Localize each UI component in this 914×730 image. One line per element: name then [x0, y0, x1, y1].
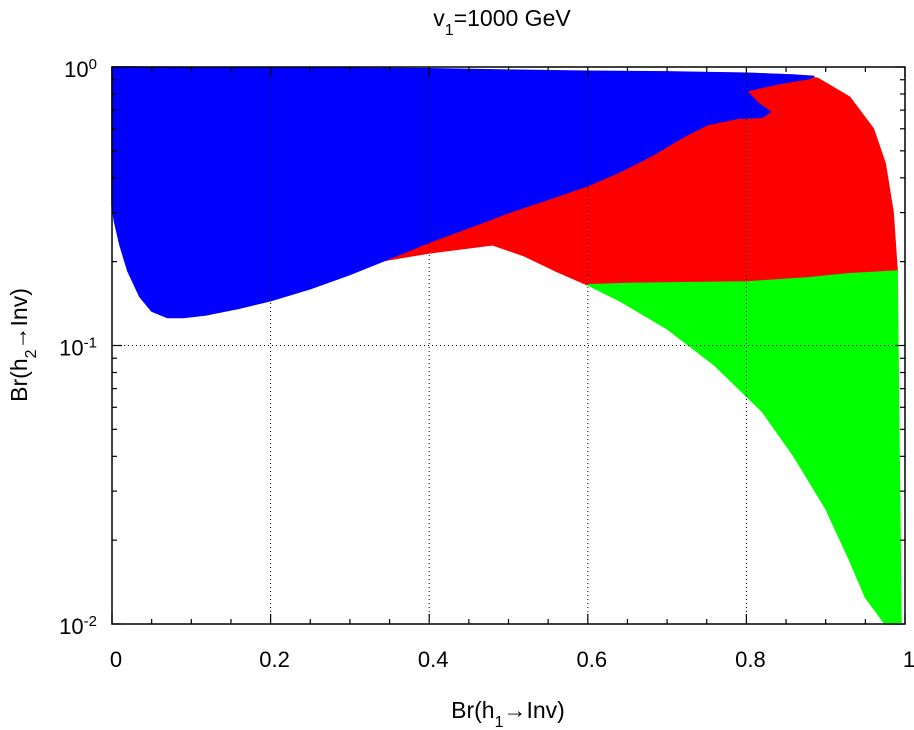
y-tick-label: 10-1	[59, 334, 97, 361]
x-tick-labels: 0 0.2 0.4 0.6 0.8 1	[110, 647, 914, 672]
plot-frame	[111, 66, 906, 625]
chart-title: v1=1000 GeV	[433, 5, 571, 39]
x-tick-label: 0.4	[418, 647, 449, 672]
y-tick-labels: 10-2 10-1 100	[59, 56, 97, 640]
x-tick-label: 0.2	[259, 647, 290, 672]
x-tick-label: 1	[903, 647, 914, 672]
x-tick-label: 0.8	[735, 647, 766, 672]
y-tick-label: 10-2	[59, 613, 97, 640]
x-axis-label: Br(h1→Inv)	[451, 697, 565, 730]
y-axis-label: Br(h2→Inv)	[6, 288, 40, 402]
regions-layer	[111, 66, 902, 625]
x-tick-label: 0.6	[577, 647, 608, 672]
blue-region	[111, 66, 815, 319]
y-tick-label: 100	[64, 56, 97, 83]
x-tick-label: 0	[110, 647, 122, 672]
green-region	[587, 270, 902, 625]
ticks-layer	[111, 66, 906, 625]
grid-layer	[112, 67, 905, 624]
